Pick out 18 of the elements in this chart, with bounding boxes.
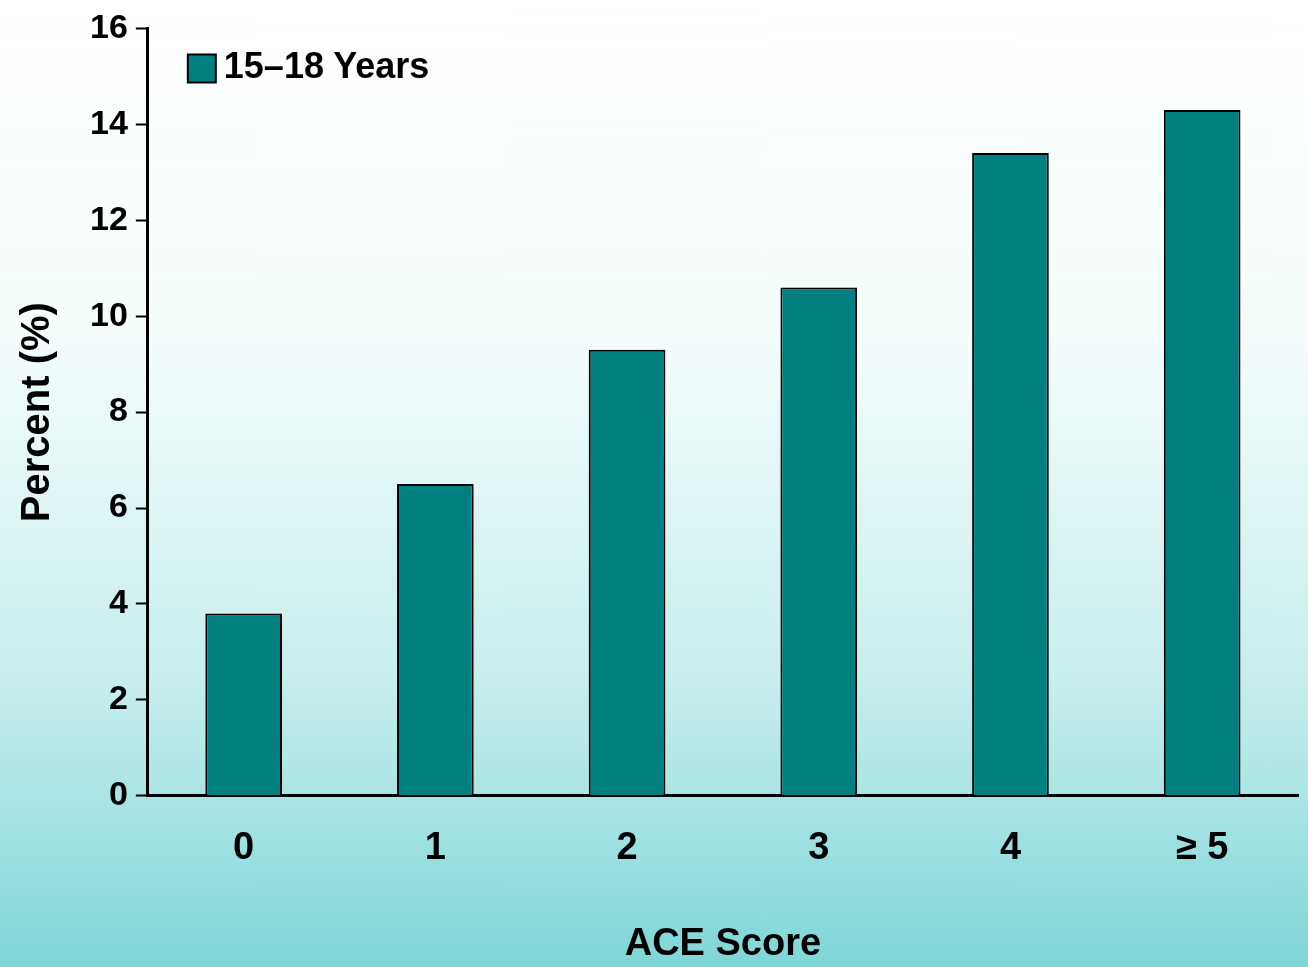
y-tick-label: 4 (108, 582, 128, 621)
x-tick-label: 4 (999, 825, 1022, 868)
y-tick-label: 2 (108, 678, 128, 717)
legend-label: 15–18 Years (223, 45, 430, 87)
x-tick-label: 3 (808, 825, 830, 868)
y-tick-label: 14 (89, 102, 128, 141)
x-tick-label: ≥ 5 (1175, 825, 1229, 868)
y-axis-title: Percent (%) (13, 302, 58, 523)
y-tick-label: 6 (108, 486, 128, 525)
y-tick-label: 8 (108, 390, 128, 429)
x-axis-title: ACE Score (624, 920, 822, 963)
x-tick-label: 0 (233, 825, 255, 868)
x-tick-label: 1 (424, 825, 446, 868)
y-tick-label: 16 (89, 6, 128, 45)
x-tick-label: 2 (616, 825, 638, 868)
y-tick-label: 10 (89, 294, 128, 333)
y-tick-label: 0 (108, 774, 128, 813)
y-tick-label: 12 (89, 198, 128, 237)
